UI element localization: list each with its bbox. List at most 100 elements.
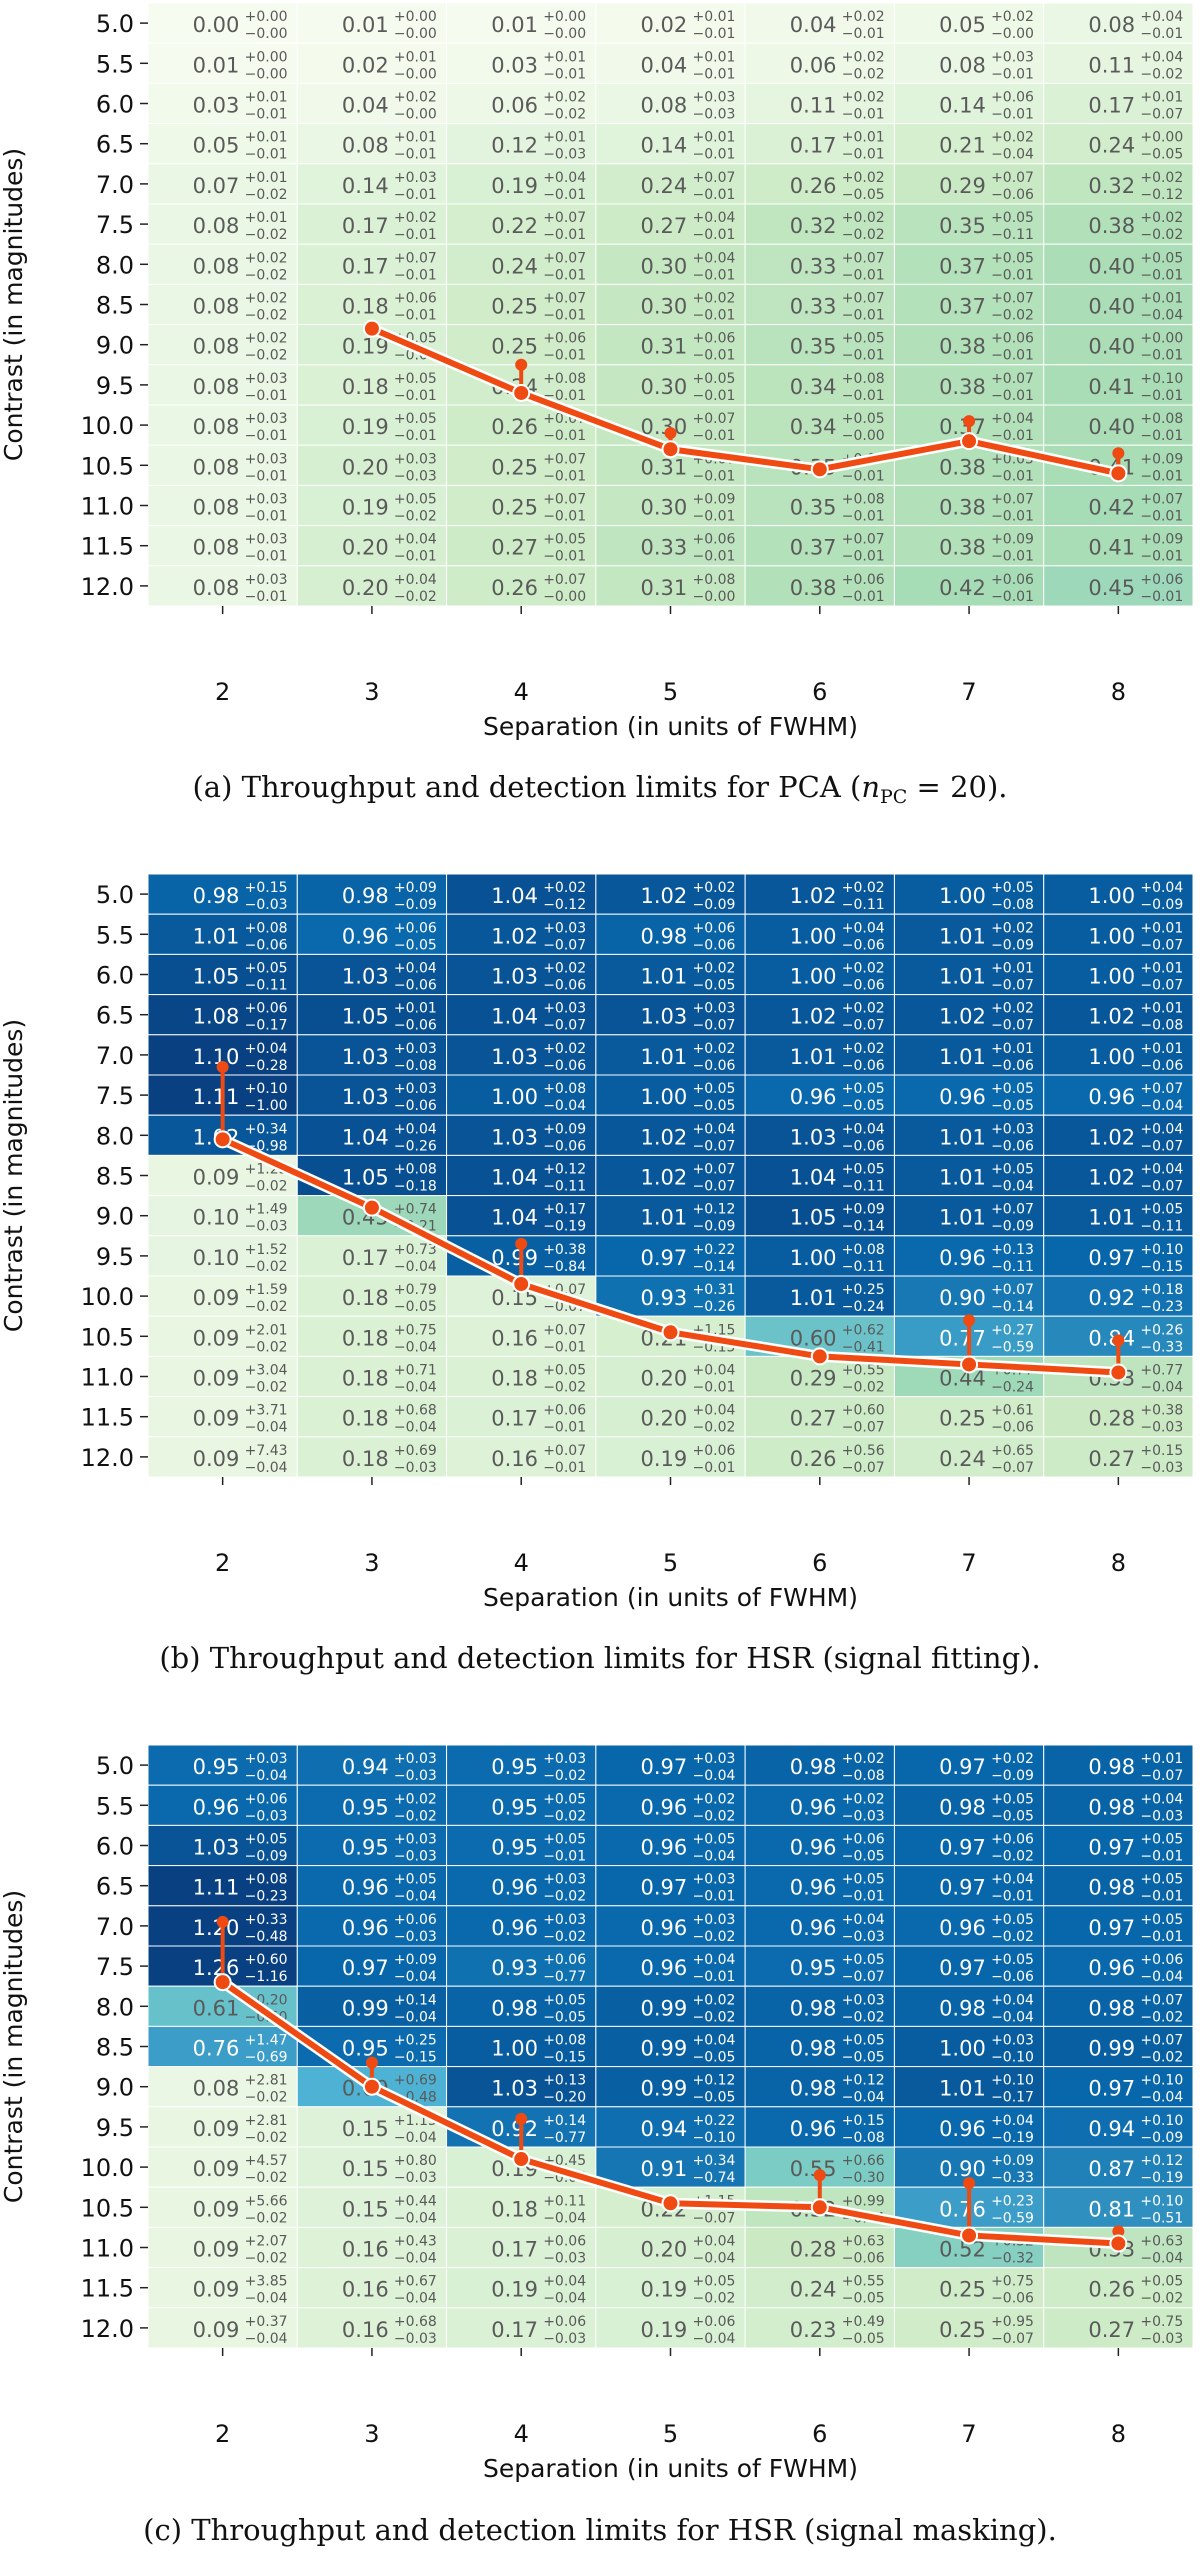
cell-value-label: 0.98	[790, 2077, 837, 2101]
cell-error-upper-label: +0.10	[1140, 2113, 1183, 2129]
cell-error-upper-label: +0.04	[543, 170, 586, 186]
detection-limit-errorbar-cap	[963, 1314, 976, 1327]
cell-error-lower-label: −1.16	[245, 1969, 288, 1985]
cell-error-lower-label: −0.00	[245, 26, 288, 42]
cell-error-lower-label: −0.12	[543, 897, 586, 913]
cell-value-label: 0.18	[342, 295, 389, 319]
cell-value-label: 0.98	[491, 1996, 538, 2020]
cell-error-upper-label: +0.07	[1140, 1081, 1183, 1097]
detection-limit-curve	[213, 1060, 1128, 1382]
cell-value-label: 0.19	[342, 496, 389, 520]
cell-value-label: 0.84	[1088, 1326, 1135, 1350]
cell-error-upper-label: +0.01	[1140, 291, 1183, 307]
cell-value-label: 0.28	[1088, 1407, 1135, 1431]
cell-error-upper-label: +0.10	[1140, 371, 1183, 387]
cell-error-upper-label: +0.03	[842, 1992, 885, 2008]
cell-value-label: 0.33	[790, 295, 837, 319]
heatmap-cell	[296, 1905, 448, 1947]
cell-error-upper-label: +0.04	[693, 2234, 736, 2250]
cell-error-upper-label: +0.02	[842, 170, 885, 186]
cell-value-label: 0.20	[342, 536, 389, 560]
cell-value-label: 0.99	[641, 2037, 688, 2061]
cell-value-label: 0.26	[1088, 2278, 1135, 2302]
cell-value-label: 0.61	[193, 1996, 240, 2020]
y-tick-label: 12.0	[81, 1444, 134, 1472]
cell-error-upper-label: +0.07	[693, 1162, 736, 1178]
heatmap-cell	[296, 1235, 448, 1277]
cell-error-upper-label: +0.03	[245, 371, 288, 387]
cell-error-upper-label: +0.09	[842, 1202, 885, 1218]
cell-value-label: 0.06	[491, 94, 538, 118]
cell-error-lower-label: −0.01	[693, 1380, 736, 1396]
cell-error-upper-label: +0.05	[394, 411, 437, 427]
heatmap-cell	[1043, 364, 1194, 406]
cell-error-lower-label: −0.01	[394, 428, 437, 444]
cell-error-lower-label: −0.11	[842, 1259, 885, 1275]
heatmap-cell	[744, 2267, 895, 2309]
cell-value-label: 0.29	[939, 174, 986, 198]
cell-value-label: 0.09	[193, 1447, 240, 1471]
heatmap-cell	[893, 1034, 1045, 1076]
x-tick-label: 6	[812, 678, 827, 706]
heatmap-cell	[1043, 1436, 1194, 1478]
cell-error-lower-label: −0.06	[394, 978, 437, 994]
cell-error-lower-label: −0.04	[1140, 2251, 1183, 2267]
cell-error-upper-label: +0.12	[1140, 2153, 1183, 2169]
cell-value-label: 0.41	[1088, 536, 1135, 560]
y-tick-label: 8.5	[96, 292, 134, 320]
cell-error-lower-label: −0.03	[842, 1929, 885, 1945]
cell-error-lower-label: −0.11	[1140, 1219, 1183, 1235]
cell-error-lower-label: −0.01	[543, 1849, 586, 1865]
heatmap-cell	[147, 2146, 298, 2188]
cell-error-lower-label: −0.05	[991, 1808, 1034, 1824]
cell-error-upper-label: +0.56	[842, 1443, 885, 1459]
cell-error-upper-label: +0.06	[543, 1403, 586, 1419]
cell-error-upper-label: +0.07	[543, 210, 586, 226]
cell-error-lower-label: −0.01	[1140, 428, 1183, 444]
cell-error-upper-label: +0.05	[842, 1162, 885, 1178]
cell-value-label: 0.38	[939, 335, 986, 359]
x-tick-label: 4	[514, 678, 529, 706]
cell-value-label: 1.11	[193, 1085, 240, 1109]
cell-value-label: 1.08	[193, 1005, 240, 1029]
cell-error-upper-label: +0.03	[693, 1751, 736, 1767]
cell-error-upper-label: +0.08	[842, 371, 885, 387]
cell-error-upper-label: +0.01	[394, 130, 437, 146]
heatmap-cell	[147, 163, 298, 205]
cell-error-upper-label: +0.06	[693, 920, 736, 936]
cell-error-lower-label: −0.04	[245, 2291, 288, 2307]
cell-error-upper-label: +0.05	[693, 2274, 736, 2290]
cell-value-label: 0.96	[939, 1085, 986, 1109]
heatmap-cell	[1043, 1784, 1194, 1826]
cell-value-label: 0.19	[491, 174, 538, 198]
detection-limit-point	[661, 1323, 680, 1342]
cell-error-lower-label: −0.41	[842, 1339, 885, 1355]
heatmap-cells: 0.98 +0.15−0.03 0.98 +0.09−0.09 1.04 +0.02−0.…	[147, 873, 1194, 1478]
detection-limit-errorbar-cap	[1112, 447, 1125, 460]
cell-error-upper-label: +0.06	[991, 331, 1034, 347]
cell-error-lower-label: −0.01	[543, 227, 586, 243]
heatmap-cell	[296, 2, 448, 44]
y-tick-label: 11.0	[81, 493, 134, 521]
cell-error-lower-label: −0.26	[693, 1299, 736, 1315]
cell-error-lower-label: −0.11	[245, 978, 288, 994]
cell-error-lower-label: −0.03	[1140, 1808, 1183, 1824]
cell-value-label: 0.19	[342, 335, 389, 359]
cell-error-lower-label: −0.01	[693, 187, 736, 203]
heatmap-cell	[446, 1824, 597, 1867]
cell-error-lower-label: −0.19	[991, 2130, 1034, 2146]
heatmap-cell	[1043, 565, 1194, 607]
cell-value-label: 1.02	[790, 1005, 837, 1029]
x-tick-label: 8	[1111, 678, 1126, 706]
cell-error-upper-label: +0.75	[394, 1322, 437, 1338]
cell-error-upper-label: +0.34	[693, 2153, 736, 2169]
cell-value-label: 0.19	[641, 2318, 688, 2342]
cell-value-label: 0.40	[1088, 335, 1135, 359]
cell-value-label: 0.93	[491, 1956, 538, 1980]
cell-error-upper-label: +0.07	[842, 291, 885, 307]
cell-error-lower-label: −0.05	[842, 1098, 885, 1114]
heatmap-cell	[296, 913, 448, 955]
cell-error-lower-label: −0.01	[543, 428, 586, 444]
cell-error-lower-label: −0.04	[842, 2090, 885, 2106]
